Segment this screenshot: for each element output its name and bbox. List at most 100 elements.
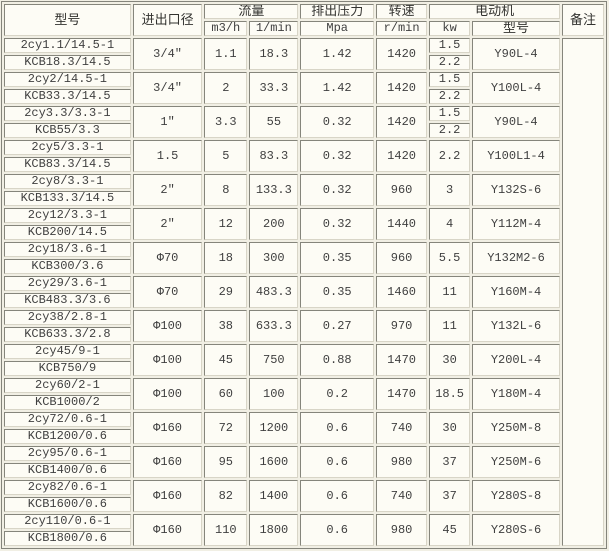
motor-kw-cell: 37: [429, 446, 471, 478]
speed-cell: 1460: [376, 276, 428, 308]
pressure-cell: 1.42: [300, 38, 375, 70]
table-row: KCB300/3.6: [4, 259, 604, 274]
table-row: 2cy8/3.3-1 2″ 8 133.3 0.32 960 3 Y132S-6: [4, 174, 604, 206]
col-subheader-m3h: m3/h: [204, 21, 248, 36]
model-1-cell: 2cy2/14.5-1: [4, 72, 131, 87]
table-body: 2cy1.1/14.5-1 3/4″ 1.1 18.3 1.42 1420 1.5 Y90L-…: [4, 38, 604, 546]
motor-model-cell: Y250M-8: [472, 412, 561, 444]
model-1-cell: 2cy72/0.6-1: [4, 412, 131, 427]
speed-cell: 1440: [376, 208, 428, 240]
model-1-cell: 2cy1.1/14.5-1: [4, 38, 131, 53]
model-2-cell: KCB18.3/14.5: [4, 55, 131, 70]
port-diameter-cell: Φ160: [132, 412, 203, 444]
pressure-cell: 0.6: [300, 514, 375, 546]
model-2-cell: KCB483.3/3.6: [4, 293, 131, 308]
pressure-cell: 0.6: [300, 480, 375, 512]
port-diameter-cell: Φ100: [132, 378, 203, 410]
flow-lmin-cell: 1600: [249, 446, 299, 478]
col-header-pressure: 排出压力: [300, 4, 375, 19]
model-2-cell: KCB1400/0.6: [4, 463, 131, 478]
model-2-cell: KCB55/3.3: [4, 123, 131, 138]
speed-cell: 740: [376, 480, 428, 512]
motor-kw-cell: 30: [429, 412, 471, 444]
remark-cell: [562, 38, 604, 546]
flow-lmin-cell: 55: [249, 106, 299, 138]
model-2-cell: KCB133.3/14.5: [4, 191, 131, 206]
table-row: 2cy2/14.5-1 3/4″ 2 33.3 1.42 1420 1.5 Y100L-4: [4, 72, 604, 104]
table-row: 2cy72/0.6-1 Φ160 72 1200 0.6 740 30 Y250M-8: [4, 412, 604, 444]
flow-m3h-cell: 60: [204, 378, 248, 410]
flow-m3h-cell: 82: [204, 480, 248, 512]
col-header-speed: 转速: [376, 4, 428, 19]
pressure-cell: 1.42: [300, 72, 375, 104]
motor-kw-cell: 11: [429, 310, 471, 342]
col-header-port: 进出口径: [132, 4, 203, 36]
speed-cell: 970: [376, 310, 428, 342]
model-2-cell: KCB1800/0.6: [4, 531, 131, 546]
flow-lmin-cell: 1200: [249, 412, 299, 444]
model-2-cell: KCB1600/0.6: [4, 497, 131, 512]
motor-kw-cell: 4: [429, 208, 471, 240]
table-row: KCB483.3/3.6: [4, 293, 604, 308]
model-1-cell: 2cy18/3.6-1: [4, 242, 131, 257]
model-2-cell: KCB300/3.6: [4, 259, 131, 274]
table-row: KCB83.3/14.5: [4, 157, 604, 172]
col-header-remark: 备注: [562, 4, 604, 36]
table-row: 2cy45/9-1 Φ100 45 750 0.88 1470 30 Y200L-4: [4, 344, 604, 376]
table-row: KCB1000/2: [4, 395, 604, 410]
table-row: 2cy5/3.3-1 1.5 5 83.3 0.32 1420 2.2 Y100L1-4: [4, 140, 604, 172]
port-diameter-cell: Φ160: [132, 480, 203, 512]
pressure-cell: 0.35: [300, 276, 375, 308]
flow-m3h-cell: 3.3: [204, 106, 248, 138]
flow-m3h-cell: 29: [204, 276, 248, 308]
motor-model-cell: Y250M-6: [472, 446, 561, 478]
motor-kw-cell: 1.5: [429, 106, 471, 121]
col-header-motor: 电动机: [429, 4, 561, 19]
table-row: KCB750/9: [4, 361, 604, 376]
motor-model-cell: Y132M2-6: [472, 242, 561, 274]
speed-cell: 740: [376, 412, 428, 444]
motor-kw-cell: 11: [429, 276, 471, 308]
table-row: KCB1600/0.6: [4, 497, 604, 512]
model-1-cell: 2cy8/3.3-1: [4, 174, 131, 189]
table-row: 2cy60/2-1 Φ100 60 100 0.2 1470 18.5 Y180M-4: [4, 378, 604, 410]
col-subheader-mpa: Mpa: [300, 21, 375, 36]
table-row: KCB1400/0.6: [4, 463, 604, 478]
table-row: 2cy110/0.6-1 Φ160 110 1800 0.6 980 45 Y280S-6: [4, 514, 604, 546]
flow-lmin-cell: 483.3: [249, 276, 299, 308]
port-diameter-cell: 2″: [132, 208, 203, 240]
model-2-cell: KCB200/14.5: [4, 225, 131, 240]
flow-lmin-cell: 18.3: [249, 38, 299, 70]
col-subheader-lmin: 1/min: [249, 21, 299, 36]
port-diameter-cell: Φ70: [132, 242, 203, 274]
port-diameter-cell: 3/4″: [132, 38, 203, 70]
motor-model-cell: Y132L-6: [472, 310, 561, 342]
flow-m3h-cell: 72: [204, 412, 248, 444]
flow-lmin-cell: 100: [249, 378, 299, 410]
table-row: KCB18.3/14.5 2.2: [4, 55, 604, 70]
flow-m3h-cell: 2: [204, 72, 248, 104]
table-row: KCB633.3/2.8: [4, 327, 604, 342]
motor-kw-cell: 3: [429, 174, 471, 206]
flow-m3h-cell: 110: [204, 514, 248, 546]
port-diameter-cell: 1.5: [132, 140, 203, 172]
motor-kw-cell: 45: [429, 514, 471, 546]
pressure-cell: 0.6: [300, 412, 375, 444]
model-2-cell: KCB633.3/2.8: [4, 327, 131, 342]
flow-lmin-cell: 83.3: [249, 140, 299, 172]
flow-lmin-cell: 1800: [249, 514, 299, 546]
motor-kw-cell: 5.5: [429, 242, 471, 274]
pressure-cell: 0.88: [300, 344, 375, 376]
model-1-cell: 2cy82/0.6-1: [4, 480, 131, 495]
motor-kw-cell: 1.5: [429, 38, 471, 53]
motor-kw-cell: 30: [429, 344, 471, 376]
flow-m3h-cell: 5: [204, 140, 248, 172]
speed-cell: 1470: [376, 344, 428, 376]
port-diameter-cell: 3/4″: [132, 72, 203, 104]
motor-kw-cell: 2.2: [429, 123, 471, 138]
flow-m3h-cell: 8: [204, 174, 248, 206]
pressure-cell: 0.32: [300, 106, 375, 138]
motor-model-cell: Y132S-6: [472, 174, 561, 206]
table-row: KCB33.3/14.5 2.2: [4, 89, 604, 104]
